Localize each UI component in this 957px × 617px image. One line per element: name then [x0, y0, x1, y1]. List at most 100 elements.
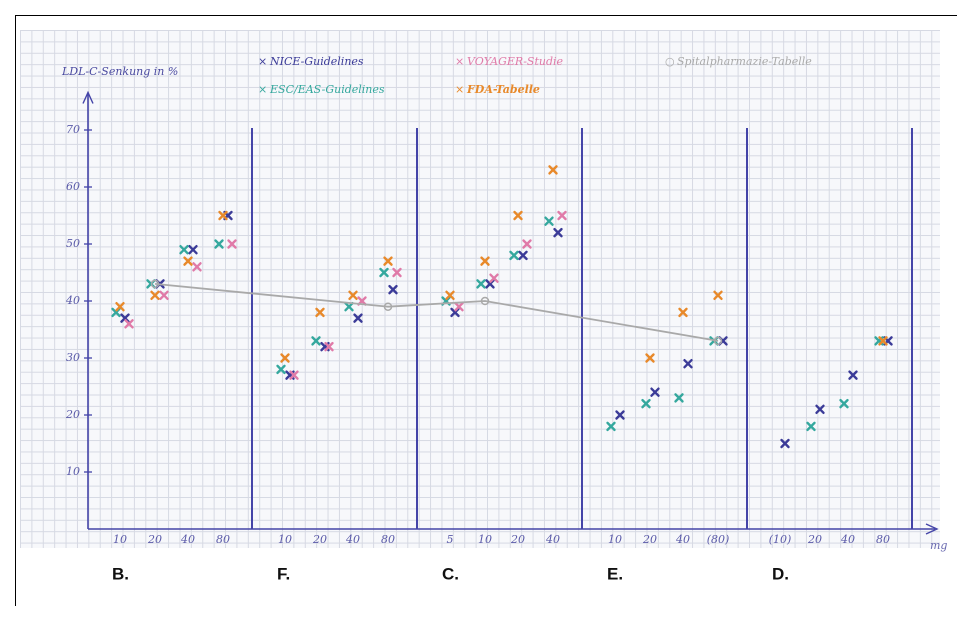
point [513, 210, 523, 221]
legend-label: Spitalpharmazie-Tabelle [677, 55, 812, 68]
x-tick-label: (80) [707, 533, 730, 546]
legend-marker: × [258, 55, 267, 68]
point [485, 279, 495, 289]
point [388, 284, 398, 295]
point [454, 302, 464, 312]
frame [15, 15, 957, 606]
point [383, 302, 393, 311]
point [276, 364, 286, 375]
y-tick-label: 70 [66, 123, 80, 136]
point [379, 267, 389, 278]
point [214, 239, 224, 249]
x-axis-label: mg [930, 539, 947, 552]
point [713, 336, 723, 346]
legend-label: ESC/EAS-Guidelines [269, 83, 385, 96]
point [344, 302, 354, 312]
x-tick-label: 20 [312, 533, 327, 546]
point [815, 404, 825, 414]
group-label: B. [112, 564, 129, 583]
y-axis-label: LDL-C-Senkung in % [61, 65, 178, 78]
x-tick-label: 40 [840, 533, 855, 546]
point [544, 216, 554, 226]
point [678, 307, 688, 318]
y-tick-label: 10 [66, 465, 80, 478]
point [450, 307, 460, 318]
x-tick-label: 10 [478, 533, 492, 546]
series-line [154, 283, 719, 342]
x-tick-label: 80 [876, 533, 890, 546]
point [179, 245, 189, 255]
y-tick-label: 30 [66, 351, 80, 364]
x-tick-label: 10 [278, 533, 292, 546]
group-label: F. [277, 564, 290, 583]
point [848, 370, 858, 380]
x-tick-label: 40 [180, 533, 195, 546]
point [480, 296, 490, 306]
point [311, 336, 321, 346]
x-axis-arrow [925, 523, 939, 535]
graph-paper [20, 30, 940, 548]
point [218, 210, 228, 221]
point [315, 307, 325, 318]
point [557, 210, 567, 221]
x-tick-label: 10 [608, 533, 622, 546]
point [115, 302, 125, 312]
point [674, 393, 684, 403]
x-tick-label: 80 [216, 533, 230, 546]
point [111, 307, 121, 318]
point [518, 250, 528, 261]
legend-marker: × [455, 83, 464, 96]
point [280, 353, 290, 363]
x-tick-label: 40 [545, 533, 560, 546]
x-tick-label: 20 [147, 533, 162, 546]
point [780, 438, 790, 449]
point [150, 279, 160, 289]
y-tick-label: 50 [66, 237, 80, 250]
x-tick-label: 80 [381, 533, 395, 546]
legend-label: NICE-Guidelines [269, 55, 364, 68]
x-tick-label: 40 [345, 533, 360, 546]
y-tick-label: 40 [65, 294, 80, 307]
point [553, 227, 563, 238]
legend-label: FDA-Tabelle [466, 83, 540, 96]
y-tick-label: 20 [65, 408, 80, 421]
point [615, 410, 625, 420]
point [192, 262, 202, 272]
point [183, 256, 193, 266]
y-axis-arrow [82, 90, 94, 104]
x-tick-label: 20 [642, 533, 657, 546]
point [324, 341, 334, 352]
legend-marker: × [455, 55, 464, 68]
point [383, 256, 393, 266]
point [348, 290, 358, 300]
group-label: E. [607, 564, 623, 583]
y-tick-label: 60 [66, 180, 80, 193]
point [480, 256, 490, 266]
point [509, 250, 519, 261]
point [476, 279, 486, 289]
group-label: D. [772, 564, 789, 583]
point [641, 398, 651, 409]
legend-marker: ○ [665, 55, 675, 68]
point [489, 273, 499, 283]
point [445, 290, 455, 300]
point [353, 313, 363, 323]
legend-label: VOYAGER-Studie [467, 55, 564, 68]
point [124, 319, 134, 329]
x-tick-label: 40 [675, 533, 690, 546]
point [606, 421, 616, 432]
point [159, 290, 169, 300]
legend-marker: × [258, 83, 267, 96]
point [650, 387, 660, 397]
x-tick-label: 5 [447, 533, 454, 546]
x-tick-label: (10) [769, 533, 792, 546]
point [806, 421, 816, 432]
point [120, 313, 130, 323]
x-tick-label: 20 [807, 533, 822, 546]
point [522, 239, 532, 249]
x-tick-label: 10 [113, 533, 127, 546]
x-tick-label: 20 [510, 533, 525, 546]
point [188, 245, 198, 255]
